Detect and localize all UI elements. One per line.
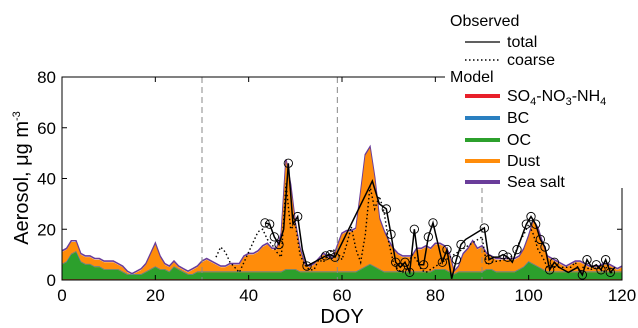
y-tick-label: 20 xyxy=(37,220,56,239)
x-tick-label: 20 xyxy=(146,286,165,305)
observed-point xyxy=(395,262,405,272)
legend-oc-label: OC xyxy=(507,132,531,149)
legend-seasalt-label: Sea salt xyxy=(507,174,565,191)
x-tick-label: 80 xyxy=(426,286,445,305)
y-tick-label: 60 xyxy=(37,119,56,138)
x-tick-label: 100 xyxy=(514,286,542,305)
observed-point xyxy=(265,219,275,229)
observed-point xyxy=(601,255,611,265)
observed-point xyxy=(521,219,531,229)
observed-point xyxy=(325,249,335,260)
observed-point xyxy=(283,158,293,168)
x-tick-label: 120 xyxy=(608,286,636,305)
observed-point xyxy=(540,242,550,252)
observed-point xyxy=(419,260,429,270)
observed-point xyxy=(321,251,331,261)
y-axis-title: Aerosol, μg m-3 xyxy=(11,111,33,245)
observed-point xyxy=(503,252,513,262)
observed-point xyxy=(405,267,415,278)
observed-point xyxy=(545,265,555,275)
observed-point xyxy=(381,204,391,214)
legend-total-label: total xyxy=(507,34,537,51)
legend-coarse-label: coarse xyxy=(507,52,555,69)
observed-point xyxy=(400,257,410,267)
x-axis-title: DOY xyxy=(320,306,363,328)
observed-point xyxy=(260,218,270,228)
y-tick-label: 80 xyxy=(37,68,56,87)
observed-point xyxy=(456,239,466,250)
axes: 0 20 40 60 80 100 120 0 20 40 60 80 xyxy=(37,68,636,305)
observed-point xyxy=(409,224,419,234)
x-tick-label: 40 xyxy=(239,286,258,305)
observed-point xyxy=(330,252,340,262)
observed-point xyxy=(512,244,522,255)
observed-point xyxy=(391,257,401,267)
oc-area xyxy=(62,252,622,280)
legend: Observed total coarse Model SO4-NO3-NH4 … xyxy=(445,8,635,191)
observed-point xyxy=(498,249,508,260)
legend-dust-label: Dust xyxy=(507,153,540,170)
observed-point xyxy=(605,267,615,278)
y-tick-label: 40 xyxy=(37,170,56,189)
observed-point xyxy=(428,218,438,228)
observed-point xyxy=(293,211,303,222)
observed-point xyxy=(302,261,312,271)
x-tick-label: 60 xyxy=(333,286,352,305)
legend-observed-title: Observed xyxy=(450,13,519,30)
observed-point xyxy=(596,265,606,275)
observed-point xyxy=(274,239,284,250)
observed-point xyxy=(386,229,396,239)
observed-total-line xyxy=(264,163,616,279)
observed-point xyxy=(531,219,541,229)
observed-point xyxy=(269,232,279,242)
observed-point xyxy=(577,270,587,280)
observed-point xyxy=(582,255,592,265)
observed-point xyxy=(526,211,536,222)
y-tick-label: 0 xyxy=(47,271,56,290)
seasalt-area xyxy=(61,144,623,275)
observed-point xyxy=(451,255,461,265)
observed-point xyxy=(484,255,494,265)
observed-point xyxy=(437,257,447,267)
legend-bc-label: BC xyxy=(507,110,529,127)
legend-sulfate-label: SO4-NO3-NH4 xyxy=(507,88,606,108)
observed-point xyxy=(442,244,452,255)
legend-model-title: Model xyxy=(450,69,494,86)
observed-point xyxy=(479,223,489,233)
x-tick-label: 0 xyxy=(57,286,66,305)
observed-point xyxy=(549,257,559,267)
bc-area xyxy=(61,251,622,275)
observed-point xyxy=(535,234,545,245)
observed-point xyxy=(423,232,433,242)
observed-point xyxy=(591,260,601,270)
